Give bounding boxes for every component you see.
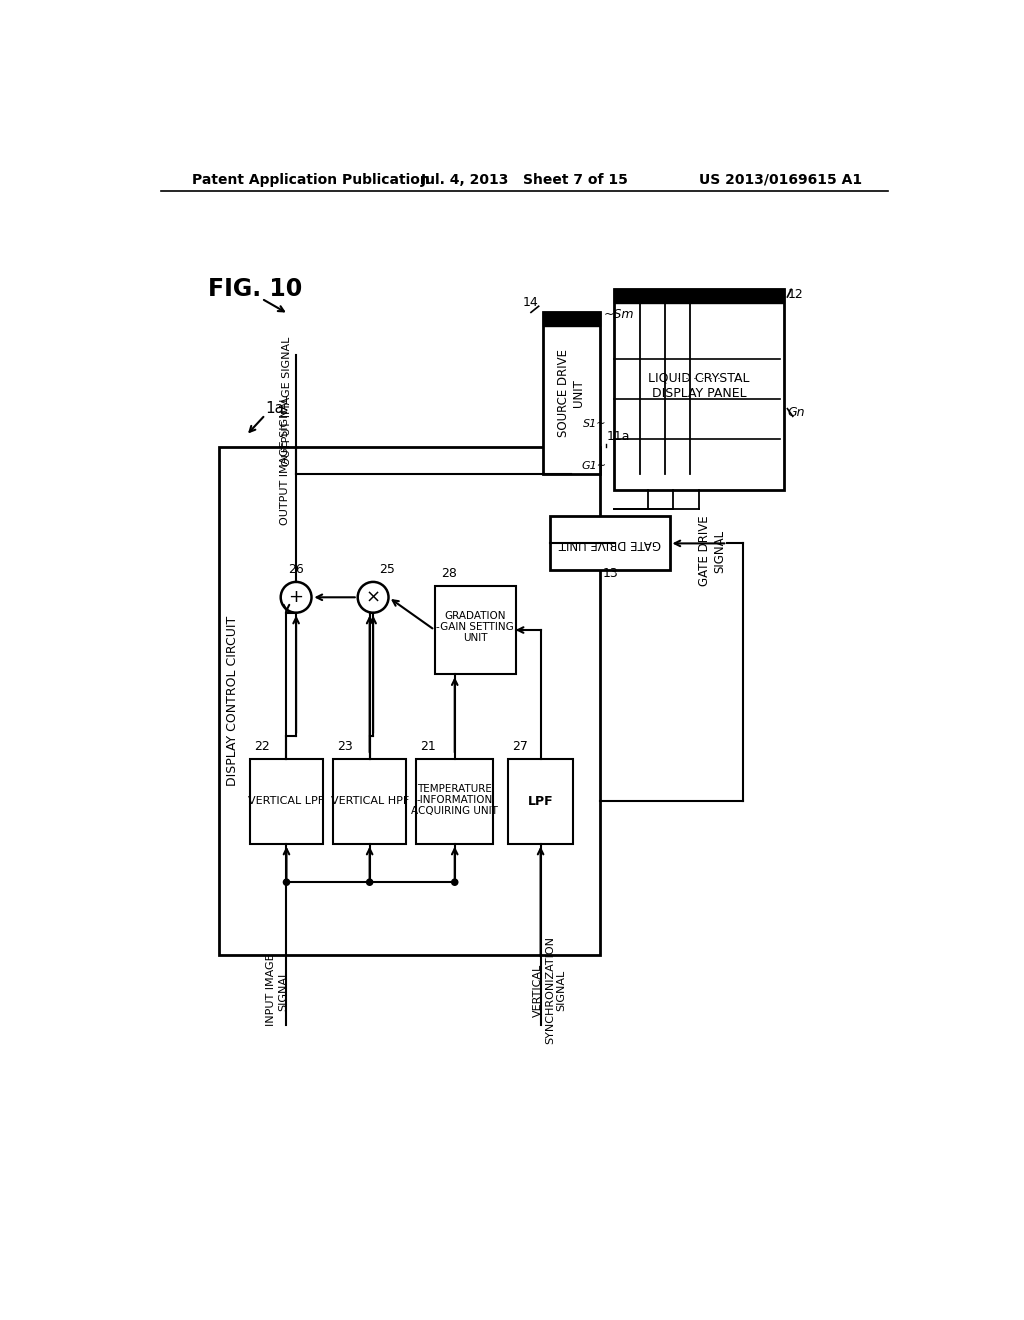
Bar [614, 289, 783, 304]
Text: VERTICAL HPF: VERTICAL HPF [331, 796, 409, 807]
Text: US 2013/0169615 A1: US 2013/0169615 A1 [699, 173, 862, 187]
Text: VERTICAL
SYNCHRONIZATION
SIGNAL: VERTICAL SYNCHRONIZATION SIGNAL [534, 936, 566, 1044]
Text: 25: 25 [379, 562, 395, 576]
Text: FIG. 10: FIG. 10 [208, 277, 302, 301]
Text: 1a: 1a [265, 401, 285, 416]
Bar [219, 447, 600, 956]
Text: 12: 12 [787, 288, 803, 301]
Bar [250, 759, 323, 843]
Text: 26: 26 [289, 562, 304, 576]
Text: ×: × [366, 589, 381, 606]
Bar [435, 586, 515, 675]
Bar [416, 759, 494, 843]
Text: GATE DRIVE
SIGNAL: GATE DRIVE SIGNAL [698, 516, 726, 586]
Circle shape [281, 582, 311, 612]
Text: VERTICAL LPF: VERTICAL LPF [249, 796, 325, 807]
Text: 23: 23 [337, 739, 352, 752]
Text: Jul. 4, 2013   Sheet 7 of 15: Jul. 4, 2013 Sheet 7 of 15 [421, 173, 629, 187]
Text: SOURCE DRIVE
UNIT: SOURCE DRIVE UNIT [557, 350, 586, 437]
Circle shape [367, 879, 373, 886]
Circle shape [452, 879, 458, 886]
Text: INPUT IMAGE
SIGNAL: INPUT IMAGE SIGNAL [266, 953, 288, 1027]
Text: TEMPERATURE: TEMPERATURE [418, 784, 493, 795]
Circle shape [357, 582, 388, 612]
Text: OUTPUT IMAGE SIGNAL: OUTPUT IMAGE SIGNAL [281, 396, 291, 525]
Text: DISPLAY CONTROL CIRCUIT: DISPLAY CONTROL CIRCUIT [226, 616, 240, 787]
Text: · · · · · ·: · · · · · · [677, 372, 721, 385]
Text: ACQUIRING UNIT: ACQUIRING UNIT [412, 805, 498, 816]
Text: · · · · · ·: · · · · · · [711, 289, 755, 302]
Text: GATE DRIVE UNIT: GATE DRIVE UNIT [559, 537, 662, 550]
Text: 11a: 11a [606, 430, 630, 444]
Text: Patent Application Publication: Patent Application Publication [193, 173, 430, 187]
Text: 22: 22 [254, 739, 269, 752]
Circle shape [284, 879, 290, 886]
Text: 27: 27 [512, 739, 527, 752]
Bar [508, 759, 573, 843]
Bar [333, 759, 407, 843]
Text: G1~: G1~ [582, 462, 606, 471]
Text: OUTPUT IMAGE SIGNAL: OUTPUT IMAGE SIGNAL [282, 337, 292, 466]
Text: LIQUID CRYSTAL: LIQUID CRYSTAL [648, 371, 750, 384]
Bar [543, 313, 600, 474]
Text: UNIT: UNIT [463, 632, 487, 643]
Text: 14: 14 [523, 296, 539, 309]
Text: -GAIN SETTING: -GAIN SETTING [436, 622, 514, 632]
Bar [614, 289, 783, 490]
Text: ~Sm: ~Sm [604, 308, 635, 321]
Bar [550, 516, 670, 570]
Text: GRADATION: GRADATION [444, 611, 506, 622]
Bar [543, 313, 600, 326]
Text: 13: 13 [602, 566, 617, 579]
Text: DISPLAY PANEL: DISPLAY PANEL [651, 387, 746, 400]
Text: S1~: S1~ [583, 418, 606, 429]
Text: 28: 28 [441, 566, 457, 579]
Text: Gn: Gn [787, 407, 805, 418]
Text: 21: 21 [420, 739, 436, 752]
Text: +: + [289, 589, 303, 606]
Text: LPF: LPF [527, 795, 553, 808]
Text: -INFORMATION: -INFORMATION [417, 795, 493, 805]
